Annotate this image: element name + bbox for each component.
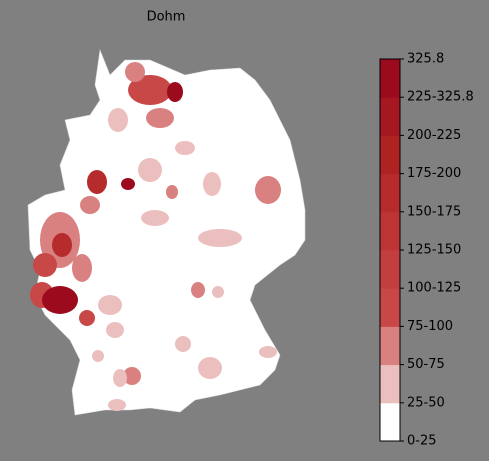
colorbar-label: 50-75 — [407, 357, 445, 372]
colorbar-band — [380, 211, 400, 251]
colorbar-label: 175-200 — [407, 166, 461, 181]
colorbar-band — [380, 250, 400, 289]
colorbar-label: 150-175 — [407, 204, 461, 219]
district — [146, 108, 174, 128]
map-title: Dohm — [147, 10, 186, 25]
district — [42, 286, 78, 314]
district — [198, 357, 222, 379]
district — [203, 172, 221, 196]
colorbar-label: 200-225 — [407, 128, 461, 143]
district — [87, 170, 107, 194]
colorbar-label: 325.8 — [407, 52, 444, 67]
district — [191, 282, 205, 298]
district — [106, 322, 124, 338]
district — [98, 295, 122, 315]
district — [128, 75, 172, 105]
colorbar-band — [380, 135, 400, 175]
colorbar-band — [380, 59, 400, 98]
district — [255, 176, 281, 204]
district — [108, 108, 128, 132]
colorbar-label: 25-50 — [407, 395, 445, 410]
colorbar-label: 125-150 — [407, 243, 461, 258]
colorbar-band — [380, 173, 400, 213]
colorbar-band — [380, 364, 400, 404]
district — [125, 62, 145, 82]
district — [167, 82, 183, 102]
district — [72, 254, 92, 282]
colorbar-band — [380, 288, 400, 327]
colorbar: 0-25 25-50 50-75 75-100 100-125 125-150 150-17… — [379, 52, 474, 449]
colorbar-band — [380, 97, 400, 136]
colorbar-label: 75-100 — [407, 319, 453, 334]
district — [123, 367, 141, 385]
district — [92, 350, 104, 362]
district — [259, 346, 277, 358]
colorbar-band — [380, 326, 400, 366]
district — [166, 185, 178, 199]
district — [121, 178, 135, 190]
district — [33, 253, 57, 277]
district — [141, 210, 169, 226]
district — [138, 158, 162, 182]
district — [212, 286, 224, 298]
colorbar-band — [380, 402, 400, 442]
colorbar-label: 100-125 — [407, 281, 461, 296]
colorbar-label: 225-325.8 — [407, 90, 474, 105]
colorbar-label: 0-25 — [407, 434, 437, 449]
district — [175, 141, 195, 155]
district — [79, 310, 95, 326]
district — [113, 369, 127, 387]
district — [80, 196, 100, 214]
country-outline — [27, 48, 306, 416]
district — [108, 399, 126, 411]
district — [52, 233, 72, 257]
district-fills — [30, 62, 281, 411]
district — [198, 229, 242, 247]
district — [175, 336, 191, 352]
germany-map — [27, 48, 306, 416]
